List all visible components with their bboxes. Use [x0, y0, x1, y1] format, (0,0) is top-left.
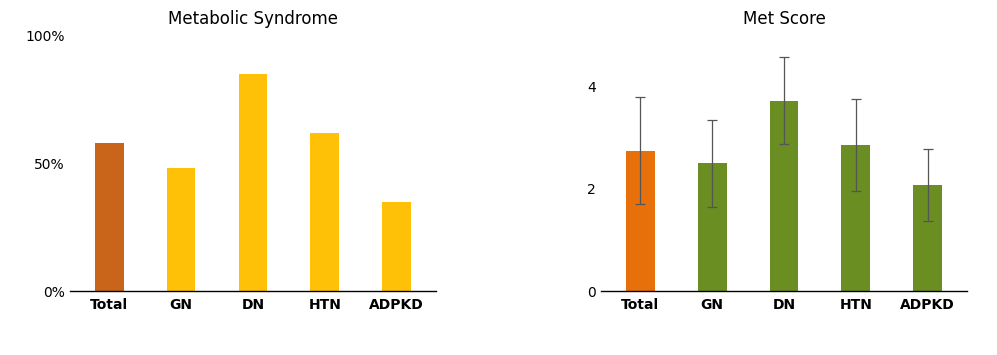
Bar [238, 74, 267, 291]
Bar [166, 168, 195, 291]
Bar [382, 202, 411, 291]
Bar [95, 143, 124, 291]
Title: Met Score: Met Score [743, 10, 826, 28]
Bar [913, 185, 942, 291]
Bar [770, 101, 799, 291]
Bar [698, 163, 727, 291]
Bar [841, 146, 870, 291]
Title: Metabolic Syndrome: Metabolic Syndrome [167, 10, 338, 28]
Bar [310, 133, 339, 291]
Bar [626, 151, 655, 291]
